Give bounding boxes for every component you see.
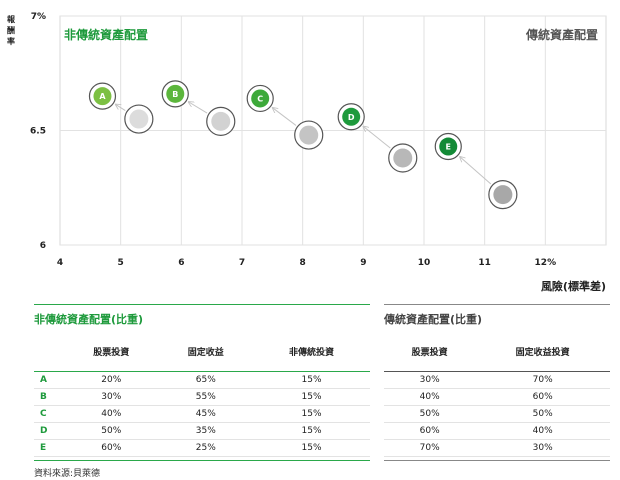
table-header-row: 股票投資 固定收益 非傳統投資 xyxy=(34,331,370,372)
shift-arrow xyxy=(189,102,208,114)
table-cell: 50% xyxy=(64,422,159,440)
x-tick-label: 4 xyxy=(57,258,63,268)
table-cell: 30% xyxy=(475,439,610,457)
nontraditional-table-title: 非傳統資產配置(比重) xyxy=(34,313,144,326)
x-tick-label: 8 xyxy=(300,258,306,268)
table-cell: 15% xyxy=(253,405,370,423)
divider xyxy=(34,460,370,461)
table-cell: 40% xyxy=(384,388,476,406)
point-label: E xyxy=(446,143,451,152)
shift-arrow xyxy=(273,108,297,126)
x-tick-label: 7 xyxy=(239,258,245,268)
traditional-allocation-table: 傳統資產配置(比重) 股票投資 固定收益投資 30% 70% 40% 60% 50% 50… xyxy=(384,304,610,457)
table-row: D 50% 35% 15% xyxy=(34,422,370,440)
table-cell: 15% xyxy=(253,371,370,389)
traditional-point xyxy=(493,185,513,205)
column-header: 非傳統投資 xyxy=(289,347,335,358)
table-cell: 20% xyxy=(64,371,159,389)
traditional-point xyxy=(211,111,231,131)
table-cell: 45% xyxy=(158,405,254,423)
table-cell: 15% xyxy=(253,439,370,457)
row-label: E xyxy=(34,439,64,457)
nontraditional-point xyxy=(251,89,270,108)
x-tick-label: 10 xyxy=(418,258,431,268)
x-axis-label: 風險(標準差) xyxy=(540,280,606,293)
table-cell: 15% xyxy=(253,388,370,406)
nontraditional-point xyxy=(439,137,458,156)
table-row: 30% 70% xyxy=(384,371,610,389)
table-cell: 25% xyxy=(158,439,254,457)
table-cell: 70% xyxy=(475,371,610,389)
point-label: A xyxy=(99,92,106,101)
shift-arrow xyxy=(116,105,126,111)
table-row: 70% 30% xyxy=(384,439,610,457)
table-row: 60% 40% xyxy=(384,422,610,440)
table-cell: 50% xyxy=(475,405,610,423)
table-row: C 40% 45% 15% xyxy=(34,405,370,423)
x-tick-label: 6 xyxy=(178,258,184,268)
traditional-point xyxy=(299,125,319,145)
table-cell: 30% xyxy=(384,371,476,389)
point-label: D xyxy=(348,113,355,122)
row-label: D xyxy=(34,422,64,440)
shift-arrow xyxy=(364,127,391,149)
table-row: 40% 60% xyxy=(384,388,610,406)
nontraditional-point xyxy=(342,107,361,126)
table-cell: 60% xyxy=(64,439,159,457)
point-label: B xyxy=(172,90,178,99)
nontraditional-point xyxy=(166,84,185,103)
traditional-point xyxy=(129,109,149,129)
table-header-row: 股票投資 固定收益投資 xyxy=(384,331,610,372)
table-cell: 40% xyxy=(64,405,159,423)
table-cell: 60% xyxy=(475,388,610,406)
y-tick-label: 6 xyxy=(40,241,46,251)
column-header: 固定收益投資 xyxy=(515,347,570,358)
x-tick-label: 5 xyxy=(118,258,124,268)
risk-return-chart: 4 5 6 7 8 9 10 11 12% 6 6.5 7% A B C D E xyxy=(30,12,607,268)
y-axis-label: 報酬率 xyxy=(7,15,15,46)
y-tick-label: 6.5 xyxy=(30,127,46,137)
row-label: A xyxy=(34,371,64,389)
column-header xyxy=(34,331,64,372)
traditional-point xyxy=(393,148,413,168)
annotation-nontraditional: 非傳統資產配置 xyxy=(64,28,149,42)
table-row: A 20% 65% 15% xyxy=(34,371,370,389)
nontraditional-allocation-table: 非傳統資產配置(比重) 股票投資 固定收益 非傳統投資 A 20% 65% 15% B 3… xyxy=(34,304,370,457)
table-row: 50% 50% xyxy=(384,405,610,423)
table-cell: 50% xyxy=(384,405,476,423)
table-cell: 35% xyxy=(158,422,254,440)
table-cell: 40% xyxy=(475,422,610,440)
point-label: C xyxy=(257,94,263,103)
column-header: 固定收益 xyxy=(187,347,224,358)
divider xyxy=(384,460,610,461)
table-row: B 30% 55% 15% xyxy=(34,388,370,406)
table-cell: 65% xyxy=(158,371,254,389)
table-cell: 60% xyxy=(384,422,476,440)
annotation-traditional: 傳統資產配置 xyxy=(525,28,598,42)
table-cell: 15% xyxy=(253,422,370,440)
table-row: E 60% 25% 15% xyxy=(34,439,370,457)
nontraditional-point xyxy=(93,87,112,106)
x-tick-label: 9 xyxy=(360,258,366,268)
x-tick-label: 12% xyxy=(535,258,557,268)
table-cell: 70% xyxy=(384,439,476,457)
y-tick-label: 7% xyxy=(31,12,46,22)
column-header: 股票投資 xyxy=(93,347,130,358)
row-label: B xyxy=(34,388,64,406)
column-header: 股票投資 xyxy=(411,347,448,358)
source-note: 資料來源:貝萊德 xyxy=(34,469,101,479)
table-cell: 55% xyxy=(158,388,254,406)
table-cell: 30% xyxy=(64,388,159,406)
row-label: C xyxy=(34,405,64,423)
shift-arrow xyxy=(460,157,492,185)
x-tick-label: 11 xyxy=(478,258,491,268)
traditional-table-title: 傳統資產配置(比重) xyxy=(384,313,483,326)
